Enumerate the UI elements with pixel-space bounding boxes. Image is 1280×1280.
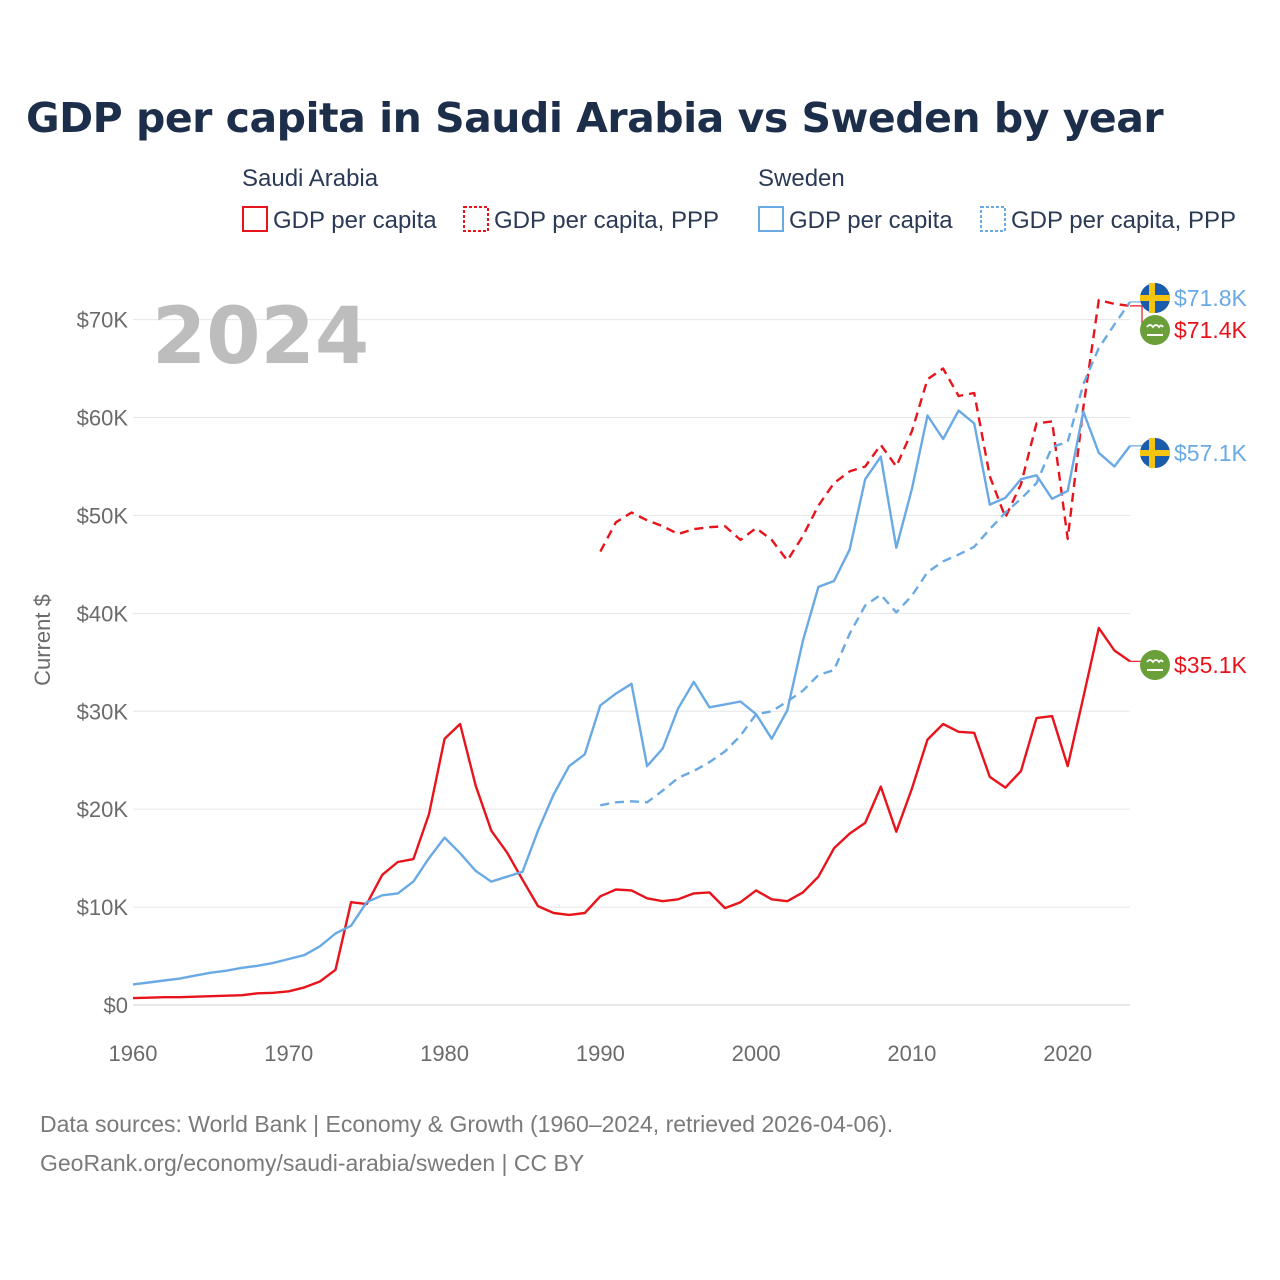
legend-entry-sweden-ppp: GDP per capita, PPP [1011,207,1236,234]
y-axis-label: Current $ [30,594,55,686]
y-tick-label: $10K [77,895,129,920]
saudi-flag-icon [1140,315,1170,345]
legend-swatch-sweden-ppp [980,206,1006,232]
x-tick-label: 1960 [109,1041,158,1066]
sweden-flag-icon [1140,438,1170,468]
chart-title: GDP per capita in Saudi Arabia vs Sweden… [26,94,1164,142]
x-tick-label: 2020 [1043,1041,1092,1066]
end-value-label: $57.1K [1174,440,1248,466]
gridlines [133,319,1130,1006]
y-axis-ticks: $0 $10K $20K $30K $40K $50K $60K $70K [77,308,129,1018]
x-tick-label: 1980 [420,1041,469,1066]
year-watermark: 2024 [152,292,369,382]
x-tick-label: 1990 [576,1041,625,1066]
end-value-label: $35.1K [1174,652,1248,678]
x-axis-ticks: 1960 1970 1980 1990 2000 2010 2020 [109,1041,1093,1066]
saudi-flag-icon [1140,650,1170,680]
y-tick-label: $40K [77,601,129,626]
y-tick-label: $60K [77,406,129,431]
legend-swatch-sweden-gdp [758,206,784,232]
sweden-flag-icon [1140,283,1170,313]
source-line-2: GeoRank.org/economy/saudi-arabia/sweden … [40,1150,584,1176]
end-labels: $35.1K $71.4K $57.1K $71.8K [1130,283,1248,680]
y-tick-label: $30K [77,699,129,724]
legend-entry-saudi-gdp: GDP per capita [273,207,437,234]
series-line-saudi-ppp [599,298,1131,562]
y-tick-label: $20K [77,797,129,822]
series-line-sweden-gdp [132,409,1131,986]
y-tick-label: $70K [77,308,129,333]
x-tick-label: 2000 [732,1041,781,1066]
source-line-1: Data sources: World Bank | Economy & Gro… [40,1111,893,1137]
legend: Saudi Arabia GDP per capita GDP per capi… [242,165,1236,234]
series-line-sweden-ppp [600,301,1131,807]
legend-swatch-saudi-gdp [242,206,268,232]
x-tick-label: 1970 [264,1041,313,1066]
legend-swatch-saudi-ppp [463,206,489,232]
y-tick-label: $0 [104,993,128,1018]
series-lines [132,298,1131,1000]
series-line-saudi-gdp [132,626,1131,1000]
legend-group-sweden: Sweden [758,165,845,192]
end-value-label: $71.8K [1174,285,1248,311]
x-tick-label: 2010 [887,1041,936,1066]
legend-entry-saudi-ppp: GDP per capita, PPP [494,207,719,234]
legend-entry-sweden-gdp: GDP per capita [789,207,953,234]
y-tick-label: $50K [77,503,129,528]
end-value-label: $71.4K [1174,317,1248,343]
legend-group-saudi: Saudi Arabia [242,165,379,192]
